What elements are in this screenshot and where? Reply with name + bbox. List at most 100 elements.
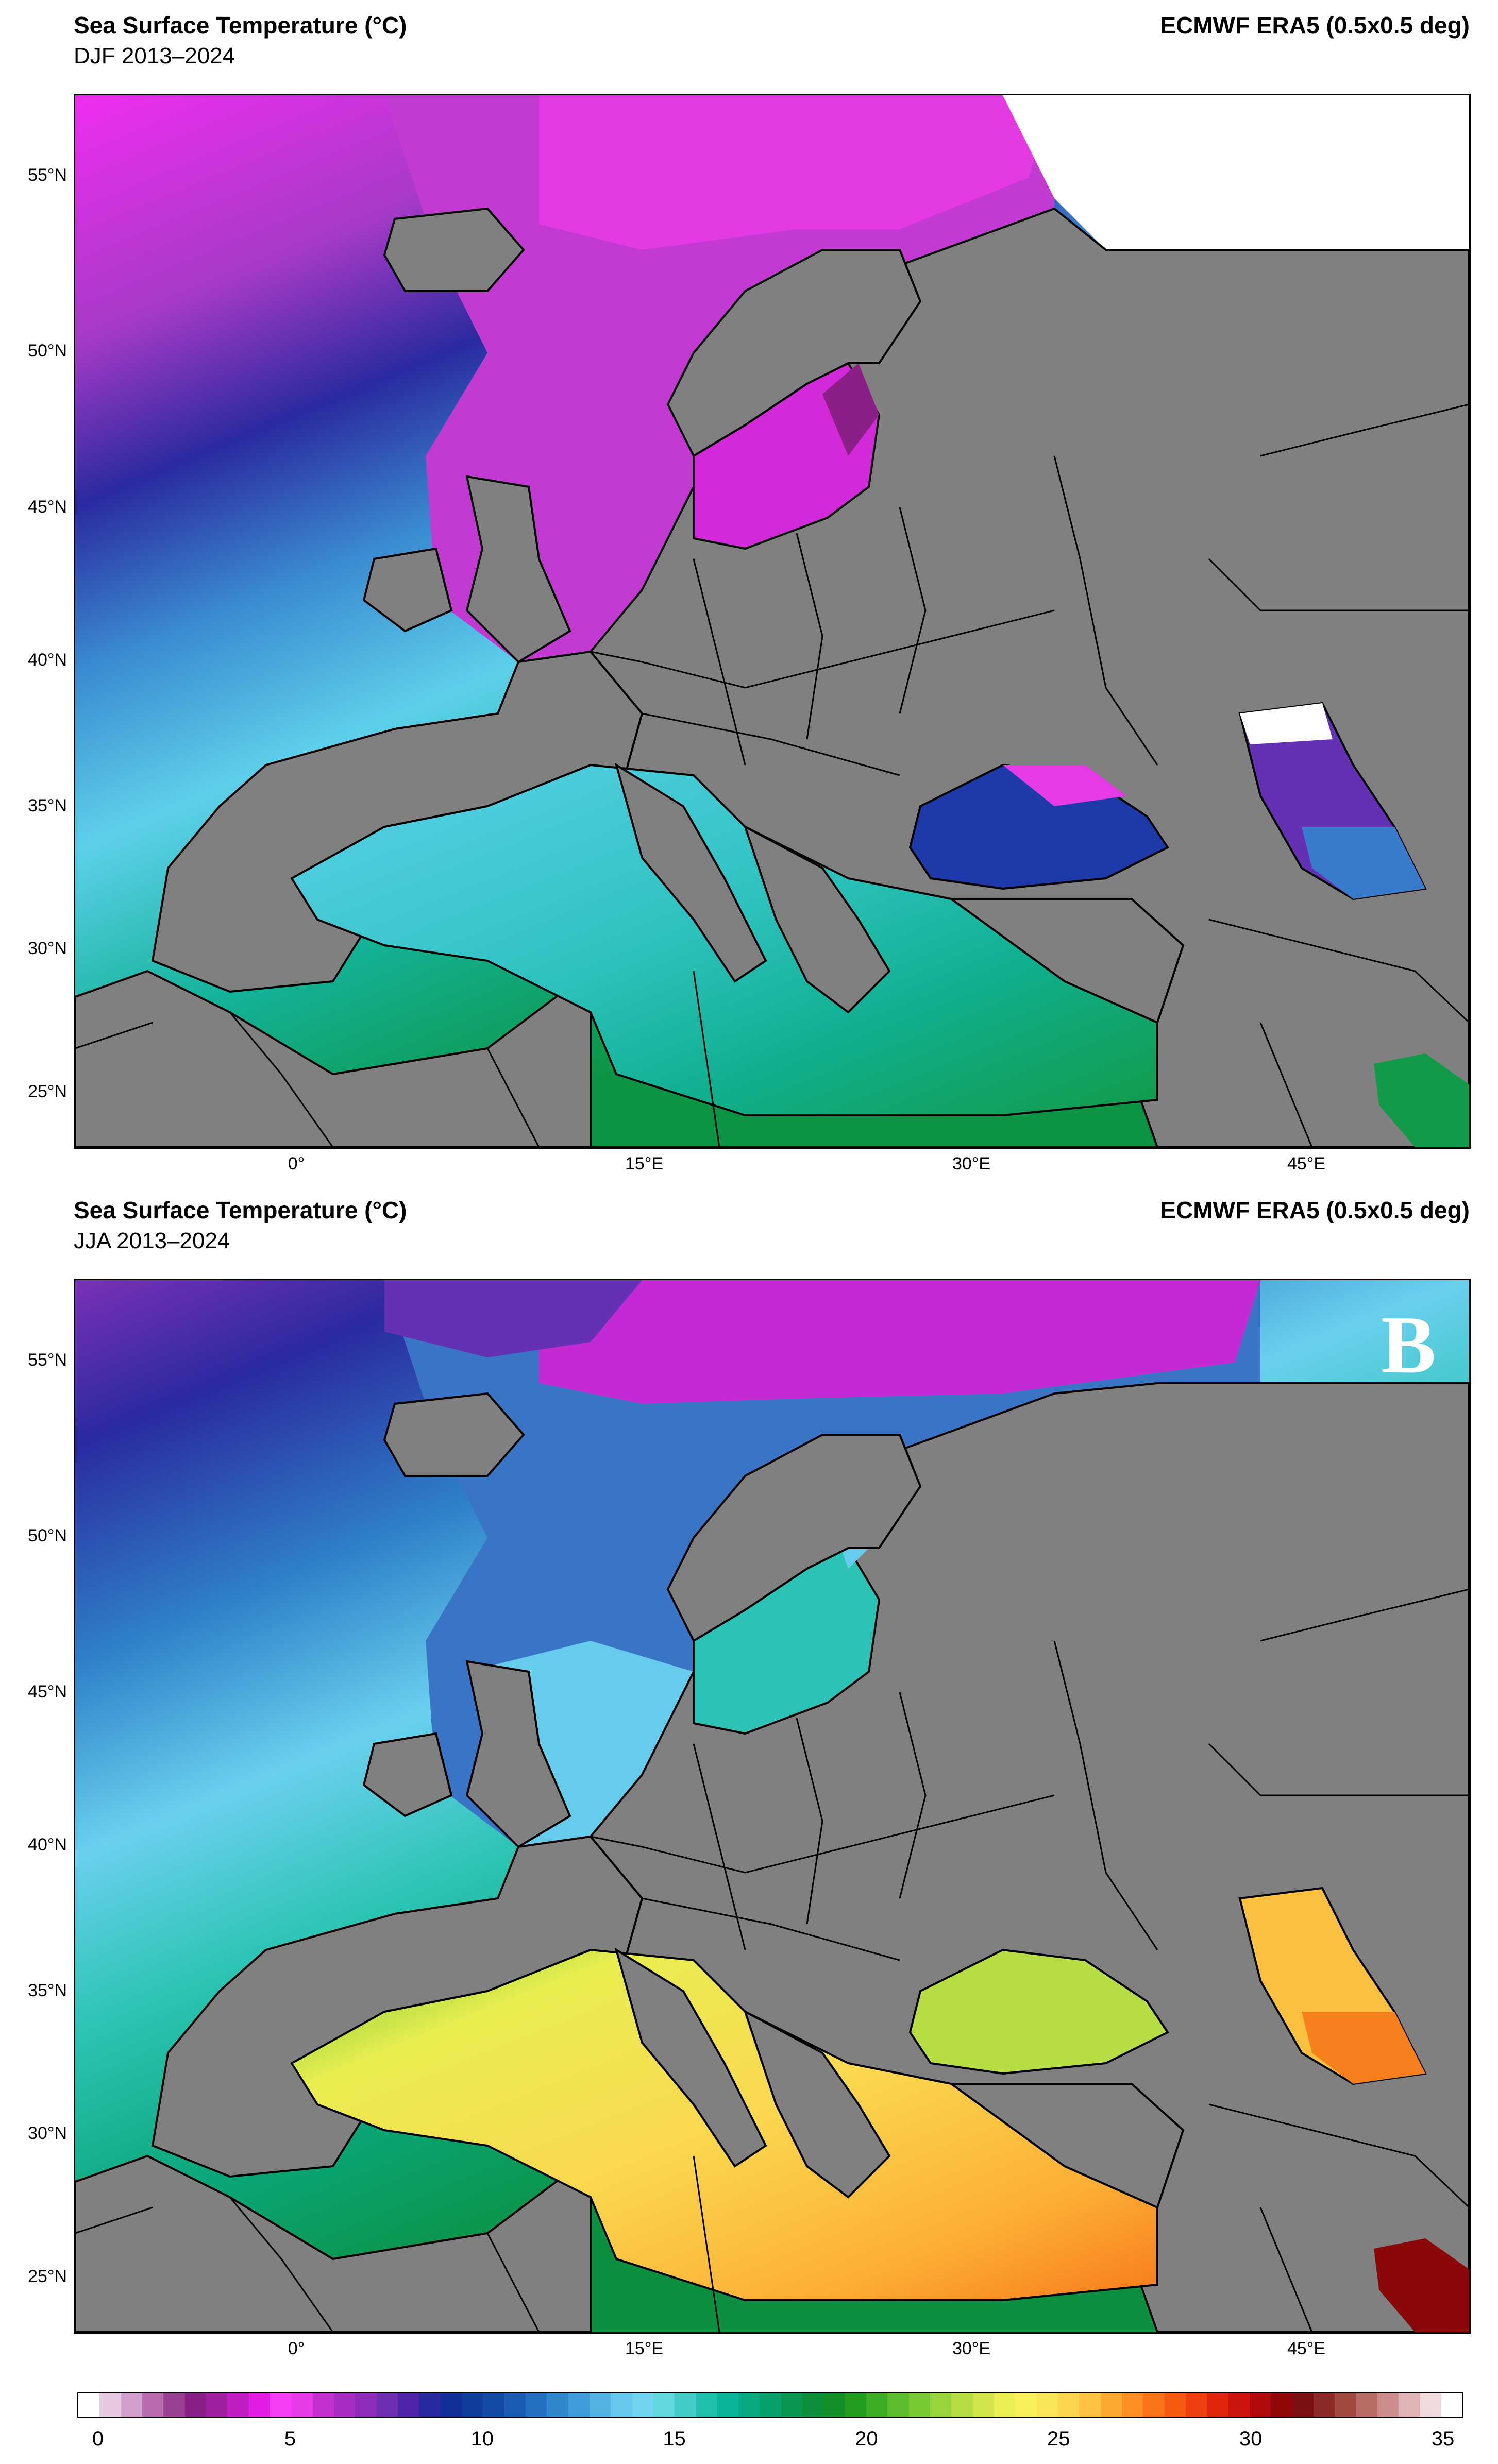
colorbar-cell bbox=[632, 2393, 653, 2417]
colorbar-cell bbox=[525, 2393, 547, 2417]
panel-letter: A bbox=[1381, 114, 1441, 206]
colorbar-tick-label: 15 bbox=[663, 2427, 686, 2450]
colorbar-cell bbox=[930, 2393, 952, 2417]
colorbar-cell bbox=[1228, 2393, 1250, 2417]
colorbar-cell bbox=[376, 2393, 398, 2417]
colorbar-cell bbox=[163, 2393, 185, 2417]
colorbar-cell bbox=[1143, 2393, 1165, 2417]
colorbar-cell bbox=[227, 2393, 249, 2417]
colorbar-cell bbox=[823, 2393, 845, 2417]
colorbar-cell bbox=[206, 2393, 228, 2417]
colorbar-tick-label: 30 bbox=[1239, 2427, 1263, 2450]
colorbar-cell bbox=[802, 2393, 824, 2417]
colorbar-cell bbox=[291, 2393, 313, 2417]
colorbar-cell bbox=[419, 2393, 441, 2417]
colorbar-cell bbox=[312, 2393, 334, 2417]
colorbar-cell bbox=[1207, 2393, 1228, 2417]
colorbar-cell bbox=[1356, 2393, 1378, 2417]
colorbar-cell bbox=[1271, 2393, 1292, 2417]
colorbar-cell bbox=[908, 2393, 931, 2417]
panel-subtitle: DJF 2013–2024 bbox=[74, 43, 235, 69]
colorbar-cell bbox=[696, 2393, 717, 2417]
colorbar-cell bbox=[547, 2393, 568, 2417]
lon-label: 30°E bbox=[952, 1154, 991, 1174]
colorbar-tick-label: 35 bbox=[1431, 2427, 1455, 2450]
colorbar-cell bbox=[333, 2393, 356, 2417]
colorbar-cell bbox=[1036, 2393, 1058, 2417]
lat-label: 50°N bbox=[28, 341, 67, 361]
lat-label: 30°N bbox=[28, 2123, 67, 2143]
colorbar-cell bbox=[887, 2393, 909, 2417]
colorbar-tick-label: 10 bbox=[470, 2427, 494, 2450]
colorbar-cell bbox=[1186, 2393, 1207, 2417]
colorbar-cell bbox=[951, 2393, 973, 2417]
colorbar-cell bbox=[866, 2393, 888, 2417]
colorbar-cell bbox=[142, 2393, 164, 2417]
colorbar-cell bbox=[568, 2393, 590, 2417]
colorbar-cell bbox=[1292, 2393, 1314, 2417]
colorbar-cell bbox=[440, 2393, 462, 2417]
colorbar-cell bbox=[1377, 2393, 1399, 2417]
panel-letter: B bbox=[1381, 1299, 1436, 1390]
lon-label: 0° bbox=[288, 1154, 305, 1174]
colorbar-cell bbox=[248, 2393, 270, 2417]
colorbar-tick-label: 25 bbox=[1047, 2427, 1070, 2450]
colorbar-cell bbox=[270, 2393, 292, 2417]
lat-label: 35°N bbox=[28, 796, 67, 815]
colorbar-cell bbox=[1164, 2393, 1186, 2417]
lon-label: 30°E bbox=[952, 2339, 991, 2358]
lat-label: 55°N bbox=[28, 1350, 67, 1370]
panel-title: Sea Surface Temperature (°C) bbox=[74, 12, 407, 39]
sst-map-jja bbox=[75, 1280, 1469, 2332]
colorbar-cell bbox=[717, 2393, 739, 2417]
lon-label: 15°E bbox=[625, 2339, 664, 2358]
colorbar-cell bbox=[1441, 2393, 1463, 2417]
lat-label: 55°N bbox=[28, 165, 67, 185]
map-jja bbox=[74, 1279, 1471, 2334]
lon-label: 0° bbox=[288, 2339, 305, 2358]
panel-title: Sea Surface Temperature (°C) bbox=[74, 1197, 407, 1223]
data-source-label: ECMWF ERA5 (0.5x0.5 deg) bbox=[1160, 12, 1470, 39]
colorbar-cell bbox=[589, 2393, 611, 2417]
colorbar-cell bbox=[461, 2393, 483, 2417]
colorbar-cell bbox=[1314, 2393, 1335, 2417]
colorbar-cell bbox=[781, 2393, 803, 2417]
colorbar-tick-label: 20 bbox=[855, 2427, 878, 2450]
colorbar-cell bbox=[1399, 2393, 1420, 2417]
colorbar-cell bbox=[972, 2393, 995, 2417]
colorbar-tick-label: 0 bbox=[92, 2427, 104, 2450]
lat-label: 40°N bbox=[28, 650, 67, 670]
lon-label: 45°E bbox=[1287, 2339, 1326, 2358]
colorbar-cell bbox=[1335, 2393, 1356, 2417]
lat-label: 30°N bbox=[28, 939, 67, 958]
colorbar-cell bbox=[760, 2393, 781, 2417]
colorbar-cell bbox=[1058, 2393, 1080, 2417]
lon-label: 45°E bbox=[1287, 1154, 1326, 1174]
colorbar-cell bbox=[184, 2393, 206, 2417]
map-djf bbox=[74, 94, 1471, 1149]
panel-subtitle: JJA 2013–2024 bbox=[74, 1228, 230, 1253]
lat-label: 40°N bbox=[28, 1835, 67, 1855]
colorbar-tick-label: 5 bbox=[284, 2427, 296, 2450]
colorbar-cell bbox=[355, 2393, 377, 2417]
lat-label: 45°N bbox=[28, 1682, 67, 1702]
lon-label: 15°E bbox=[625, 1154, 664, 1174]
lat-label: 25°N bbox=[28, 2267, 67, 2286]
lat-label: 45°N bbox=[28, 497, 67, 517]
colorbar-cell bbox=[1015, 2393, 1037, 2417]
colorbar-cell bbox=[1079, 2393, 1101, 2417]
colorbar-cell bbox=[653, 2393, 675, 2417]
data-source-label: ECMWF ERA5 (0.5x0.5 deg) bbox=[1160, 1197, 1470, 1223]
colorbar-cell bbox=[121, 2393, 142, 2417]
colorbar-cell bbox=[845, 2393, 867, 2417]
colorbar-cell bbox=[675, 2393, 696, 2417]
colorbar-cell bbox=[1250, 2393, 1271, 2417]
temperature-colorbar bbox=[77, 2392, 1463, 2418]
colorbar-cell bbox=[99, 2393, 121, 2417]
colorbar-cell bbox=[1100, 2393, 1122, 2417]
colorbar-cell bbox=[78, 2393, 100, 2417]
colorbar-cell bbox=[994, 2393, 1016, 2417]
colorbar-cell bbox=[483, 2393, 504, 2417]
colorbar-cell bbox=[397, 2393, 419, 2417]
colorbar-cell bbox=[738, 2393, 760, 2417]
